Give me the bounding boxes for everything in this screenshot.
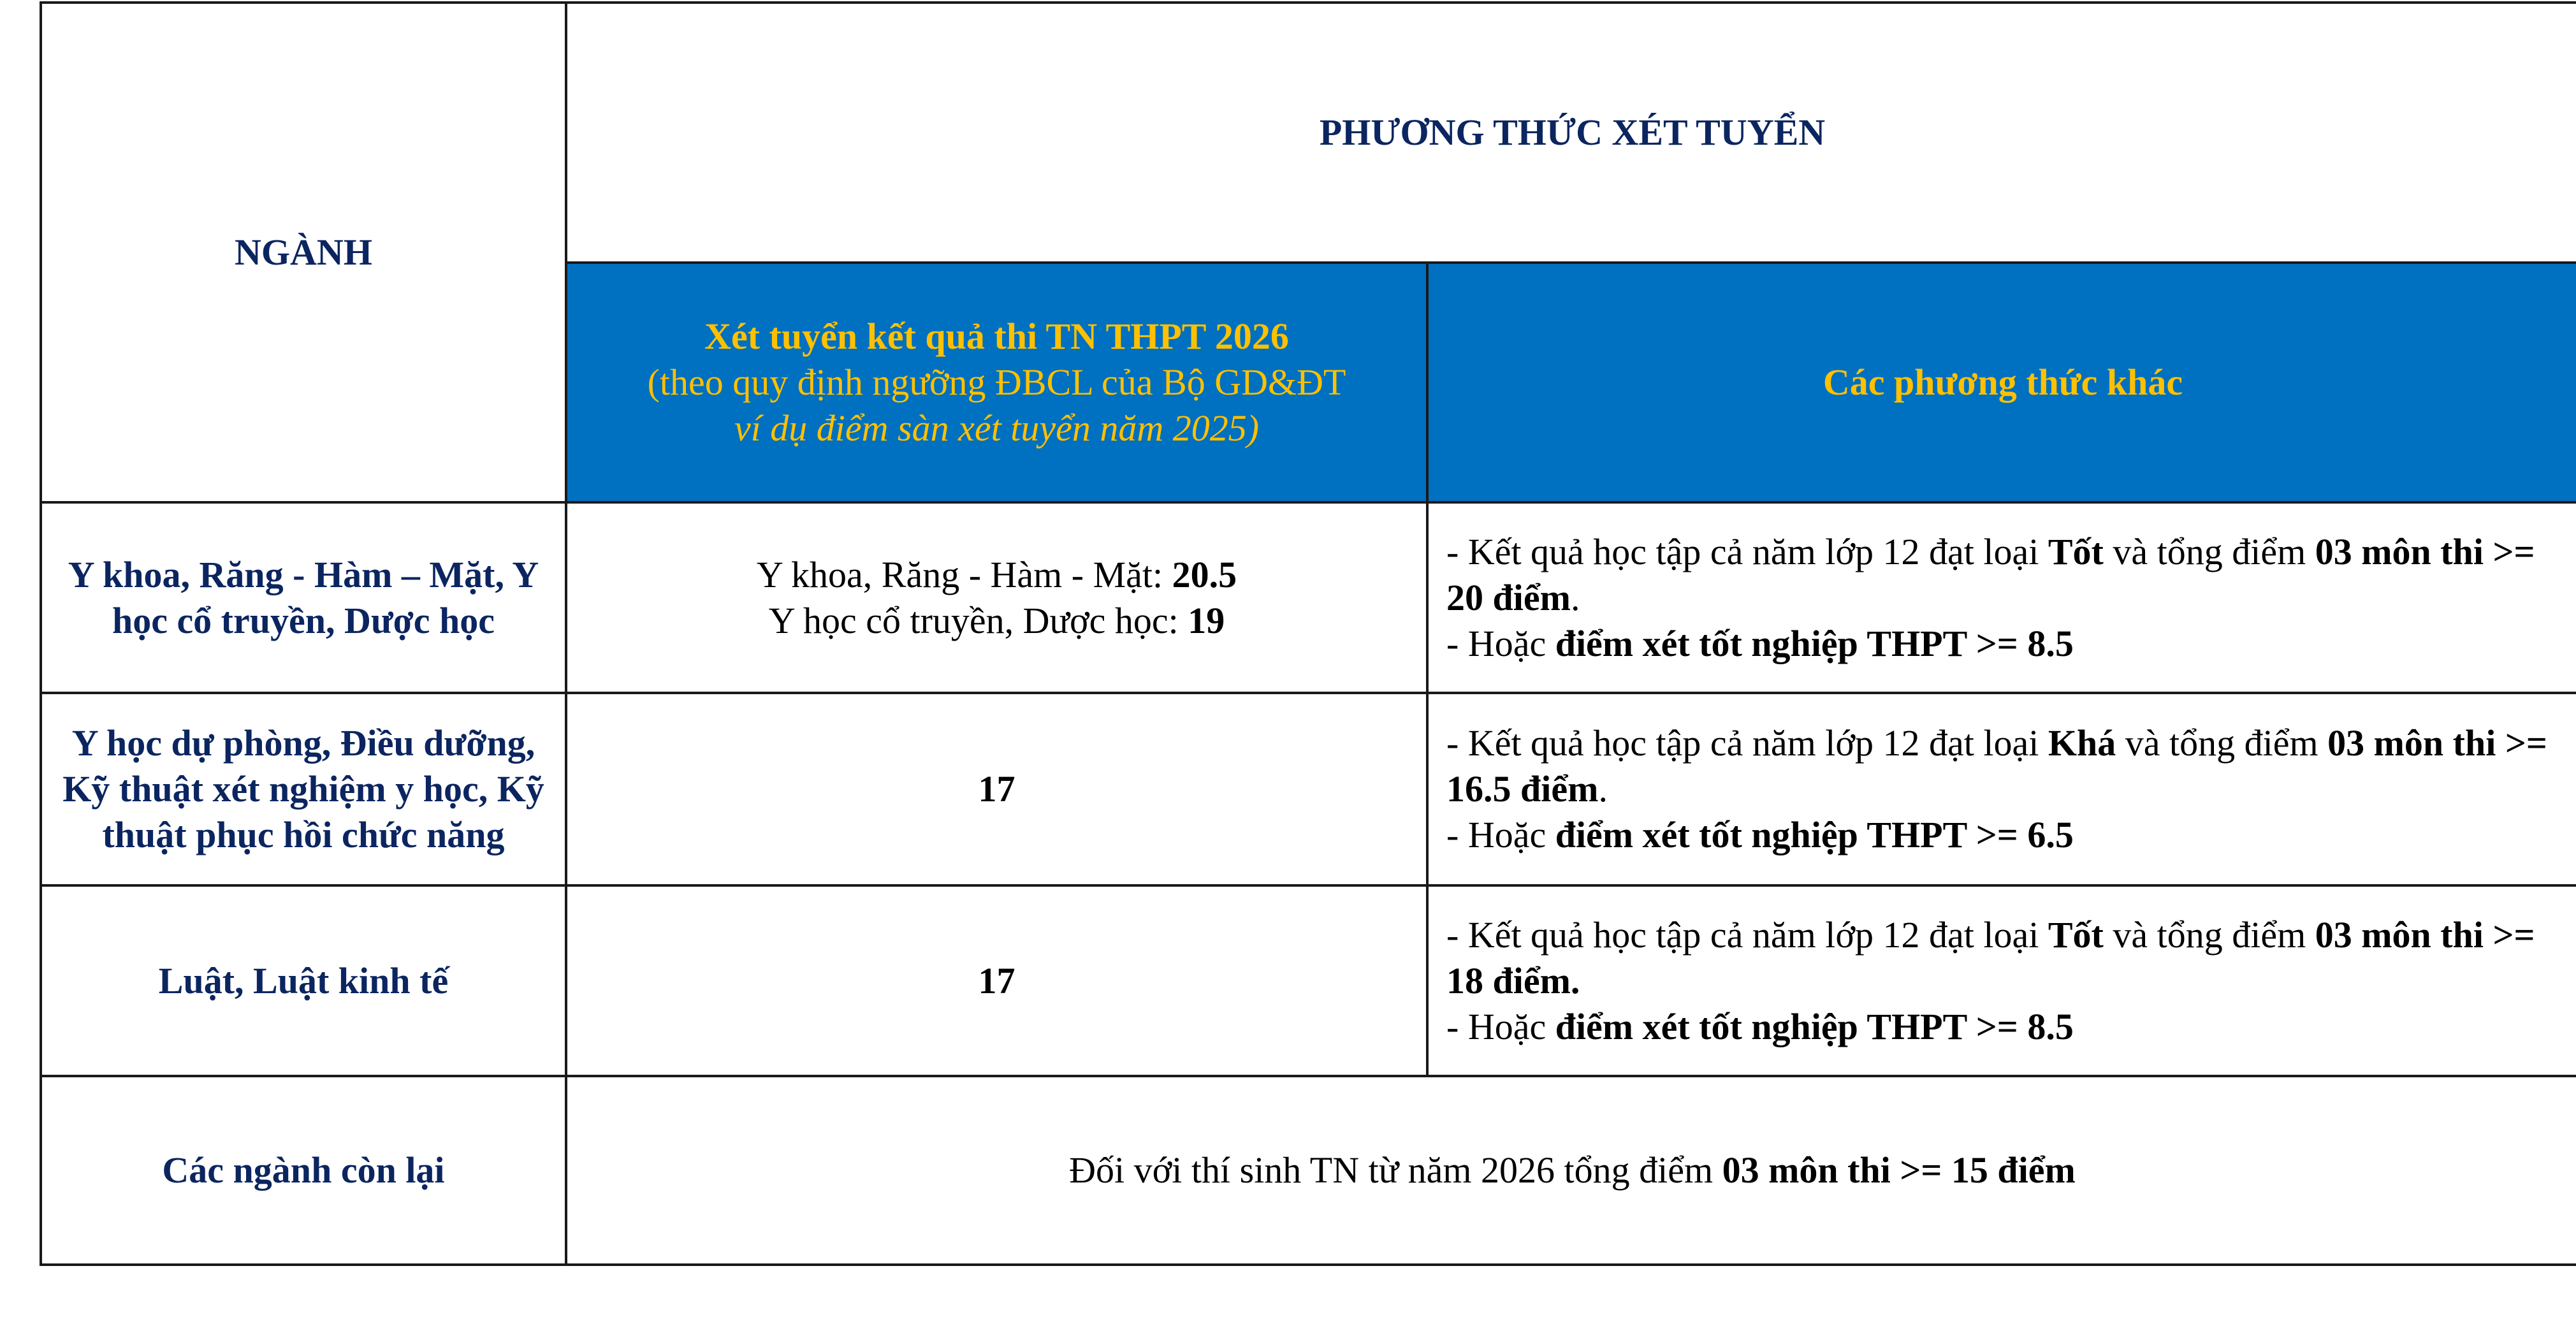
table-row: Y học dự phòng, Điều dưỡng, Kỹ thuật xét… bbox=[40, 692, 2576, 887]
text: - Kết quả học tập cả năm lớp 12 đạt loại bbox=[1446, 913, 2048, 956]
text: và tổng điểm bbox=[2116, 722, 2328, 764]
merged-requirement-cell: Đối với thí sinh TN từ năm 2026 tổng điể… bbox=[565, 1075, 2576, 1266]
grade: Khá bbox=[2048, 722, 2116, 764]
method1-note: (theo quy định ngưỡng ĐBCL của Bộ GD&ĐT bbox=[647, 361, 1346, 403]
requirement: 03 môn thi >= 20 điểm bbox=[1446, 530, 2535, 618]
score-value: 19 bbox=[1188, 599, 1225, 641]
method2-title: Các phương thức khác bbox=[1823, 361, 2183, 403]
text: - Hoặc bbox=[1446, 622, 1555, 664]
text: Đối với thí sinh TN từ năm 2026 tổng điể… bbox=[1069, 1149, 1722, 1191]
major-cell: Luật, Luật kinh tế bbox=[40, 884, 567, 1077]
text: - Hoặc bbox=[1446, 1005, 1555, 1047]
header-method-exam: Xét tuyển kết quả thi TN THPT 2026 (theo… bbox=[565, 261, 1429, 504]
header-major: NGÀNH bbox=[40, 1, 567, 504]
major-cell: Y học dự phòng, Điều dưỡng, Kỹ thuật xét… bbox=[40, 692, 567, 887]
requirement: điểm xét tốt nghiệp THPT >= 6.5 bbox=[1555, 814, 2074, 855]
table-row: Y khoa, Răng - Hàm – Mặt, Y học cổ truyề… bbox=[40, 501, 2576, 694]
text: và tổng điểm bbox=[2103, 913, 2315, 956]
score-label: Y học cổ truyền, Dược học: bbox=[768, 599, 1188, 641]
text: . bbox=[1598, 768, 1608, 810]
method1-title: Xét tuyển kết quả thi TN THPT 2026 bbox=[704, 316, 1289, 357]
exam-score-cell: Y khoa, Răng - Hàm - Mặt: 20.5 Y học cổ … bbox=[565, 501, 1429, 694]
text: - Kết quả học tập cả năm lớp 12 đạt loại bbox=[1446, 722, 2048, 764]
text: - Hoặc bbox=[1446, 814, 1555, 855]
requirement: điểm xét tốt nghiệp THPT >= 8.5 bbox=[1555, 622, 2074, 664]
exam-score-cell: 17 bbox=[565, 884, 1429, 1077]
header-method-other: Các phương thức khác bbox=[1426, 261, 2576, 504]
method1-note2: ví dụ điểm sàn xét tuyển năm 2025) bbox=[734, 407, 1260, 449]
score-value: 17 bbox=[978, 959, 1015, 1001]
text: và tổng điểm bbox=[2103, 530, 2315, 572]
text: . bbox=[1570, 576, 1580, 618]
other-methods-cell: - Kết quả học tập cả năm lớp 12 đạt loại… bbox=[1426, 692, 2576, 887]
requirement: 03 môn thi >= 18 điểm. bbox=[1446, 913, 2535, 1001]
requirement: 03 môn thi >= 15 điểm bbox=[1722, 1149, 2076, 1191]
score-value: 20.5 bbox=[1172, 553, 1237, 595]
other-methods-cell: - Kết quả học tập cả năm lớp 12 đạt loại… bbox=[1426, 884, 2576, 1077]
table-row: Các ngành còn lại Đối với thí sinh TN từ… bbox=[40, 1075, 2576, 1266]
requirement: điểm xét tốt nghiệp THPT >= 8.5 bbox=[1555, 1005, 2074, 1047]
grade: Tốt bbox=[2048, 530, 2104, 572]
table-row: Luật, Luật kinh tế 17 - Kết quả học tập … bbox=[40, 884, 2576, 1077]
major-cell: Y khoa, Răng - Hàm – Mặt, Y học cổ truyề… bbox=[40, 501, 567, 694]
grade: Tốt bbox=[2048, 913, 2104, 956]
text: - Kết quả học tập cả năm lớp 12 đạt loại bbox=[1446, 530, 2048, 572]
other-methods-cell: - Kết quả học tập cả năm lớp 12 đạt loại… bbox=[1426, 501, 2576, 694]
admission-table: NGÀNH PHƯƠNG THỨC XÉT TUYỂN Xét tuyển kế… bbox=[40, 1, 2576, 1266]
score-value: 17 bbox=[978, 768, 1015, 810]
score-label: Y khoa, Răng - Hàm - Mặt: bbox=[756, 553, 1172, 595]
exam-score-cell: 17 bbox=[565, 692, 1429, 887]
requirement: 03 môn thi >= 16.5 điểm bbox=[1446, 722, 2547, 810]
major-cell: Các ngành còn lại bbox=[40, 1075, 567, 1266]
header-method-group: PHƯƠNG THỨC XÉT TUYỂN bbox=[565, 1, 2576, 264]
